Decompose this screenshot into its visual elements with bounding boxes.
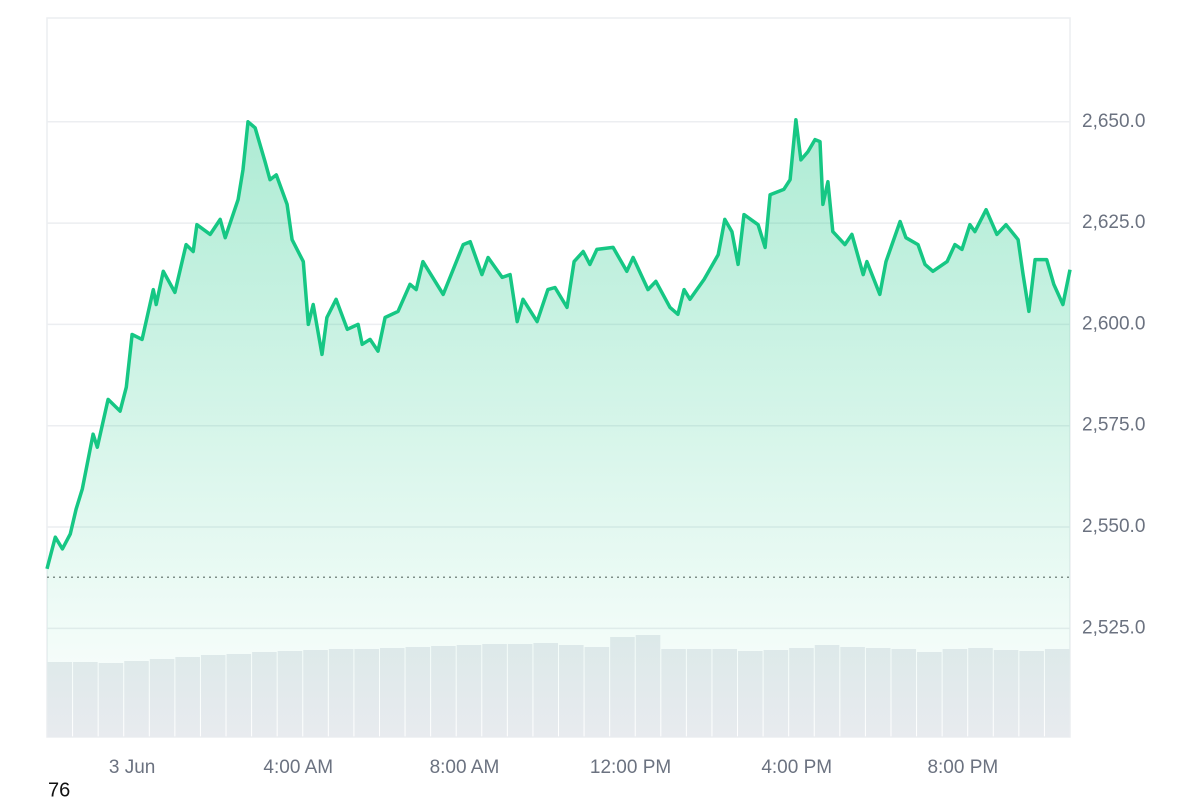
y-tick-label: 2,575.0	[1082, 415, 1145, 436]
x-tick-label: 12:00 PM	[590, 757, 671, 778]
y-tick-label: 2,625.0	[1082, 212, 1145, 233]
y-tick-label: 2,525.0	[1082, 617, 1145, 638]
x-tick-label: 4:00 AM	[263, 757, 333, 778]
y-tick-label: 2,600.0	[1082, 313, 1145, 334]
y-tick-label: 2,650.0	[1082, 111, 1145, 132]
price-line	[45, 117, 1072, 570]
area-fill	[47, 119, 1070, 737]
x-tick-label: 8:00 AM	[430, 757, 500, 778]
x-tick-label: 3 Jun	[109, 757, 155, 778]
x-tick-label: 8:00 PM	[927, 757, 998, 778]
x-tick-label: 4:00 PM	[761, 757, 832, 778]
y-tick-label: 2,550.0	[1082, 516, 1145, 537]
footer-text: 76	[48, 779, 70, 800]
